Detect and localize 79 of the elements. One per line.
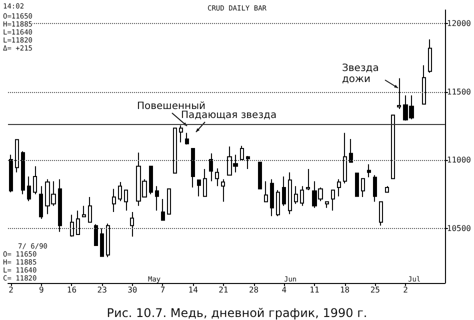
annotation: Повешенный	[137, 101, 206, 112]
candlestick	[58, 178, 62, 232]
candlestick	[94, 224, 98, 246]
candlestick	[264, 180, 268, 202]
x-tick-label: 25	[370, 286, 380, 294]
x-tick-label: 23	[97, 286, 108, 294]
candlestick	[15, 139, 19, 173]
candlestick	[167, 188, 171, 215]
candlestick	[349, 138, 353, 163]
candlestick	[361, 178, 365, 198]
candlestick	[373, 174, 377, 202]
candlestick	[379, 201, 383, 226]
x-tick-label: 30	[128, 286, 138, 294]
candlestick	[155, 186, 159, 212]
candlestick	[294, 186, 298, 204]
x-tick-label: 18	[340, 286, 350, 294]
candlestick	[118, 181, 122, 202]
candlestick	[215, 168, 219, 187]
candlestick	[100, 228, 104, 257]
candlestick	[185, 132, 189, 145]
candlestick	[258, 162, 262, 190]
candlestick	[191, 148, 195, 188]
candlestick	[161, 198, 165, 221]
x-tick-label: 2	[403, 286, 408, 294]
x-tick-label: 14	[188, 286, 198, 294]
y-tick-label: 12000	[446, 19, 472, 28]
candlestick	[282, 176, 286, 206]
y-tick-label: 10500	[446, 224, 472, 233]
candlestick	[203, 168, 207, 197]
y-tick-label: 11000	[446, 156, 472, 165]
candlestick	[422, 64, 426, 105]
candlestick	[306, 168, 310, 191]
candlestick	[270, 178, 274, 217]
x-tick-label: 11	[310, 286, 320, 294]
candlestick	[343, 132, 347, 184]
annotation: Звезда дожи	[342, 63, 379, 85]
candlestick	[21, 150, 25, 195]
annotation: Падающая звезда	[181, 110, 277, 121]
x-tick-label: 16	[66, 286, 77, 294]
candlestick	[106, 223, 110, 258]
candlestick	[39, 186, 43, 220]
y-tick-label: 11500	[446, 87, 472, 96]
candlestick	[9, 154, 13, 193]
x-tick-label: 9	[38, 286, 44, 294]
candlestick	[197, 179, 201, 197]
candlestick	[331, 190, 335, 212]
candlestick	[173, 128, 177, 174]
candlestick	[88, 196, 92, 223]
x-tick-label: 7	[160, 286, 166, 294]
candlestick	[246, 156, 250, 170]
candlestick	[397, 78, 401, 110]
candlestick	[428, 38, 432, 74]
candlestick	[70, 214, 74, 238]
candlestick	[124, 190, 128, 212]
candlestick	[337, 178, 341, 197]
candlestick	[112, 188, 116, 213]
candlestick	[76, 210, 80, 236]
candlestick	[221, 178, 225, 202]
candlestick	[27, 176, 31, 202]
candlestick	[33, 166, 37, 195]
candlestick	[385, 186, 389, 193]
candlestick	[240, 145, 244, 160]
candlestick	[130, 212, 134, 238]
candlestick	[82, 205, 86, 218]
x-tick-label: 4	[282, 286, 287, 294]
x-tick-label: 28	[248, 286, 259, 294]
candlestick	[288, 172, 292, 215]
candlestick	[367, 164, 371, 178]
x-tick-label: 2	[8, 286, 14, 294]
candlestick	[325, 201, 329, 208]
candlestick	[391, 114, 395, 180]
candlestick	[300, 186, 304, 206]
candlestick	[209, 152, 213, 182]
text: Рис. 10.7. Медь, дневной график, 1990 г.	[106, 306, 368, 320]
candlestick	[149, 166, 153, 195]
candlestick	[179, 124, 183, 143]
candlestick	[276, 190, 280, 217]
candlestick	[355, 172, 359, 197]
x-tick-label: 21	[218, 286, 228, 294]
